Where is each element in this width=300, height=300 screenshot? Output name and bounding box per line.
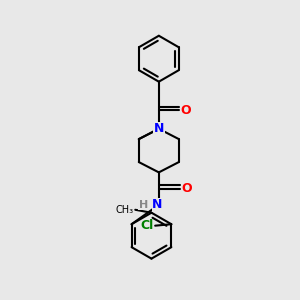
Text: O: O bbox=[181, 182, 192, 195]
Text: O: O bbox=[181, 104, 191, 117]
Text: H: H bbox=[139, 200, 148, 210]
Text: N: N bbox=[154, 122, 164, 135]
Text: N: N bbox=[152, 198, 163, 211]
Text: CH₃: CH₃ bbox=[116, 205, 134, 215]
Text: Cl: Cl bbox=[140, 219, 154, 232]
